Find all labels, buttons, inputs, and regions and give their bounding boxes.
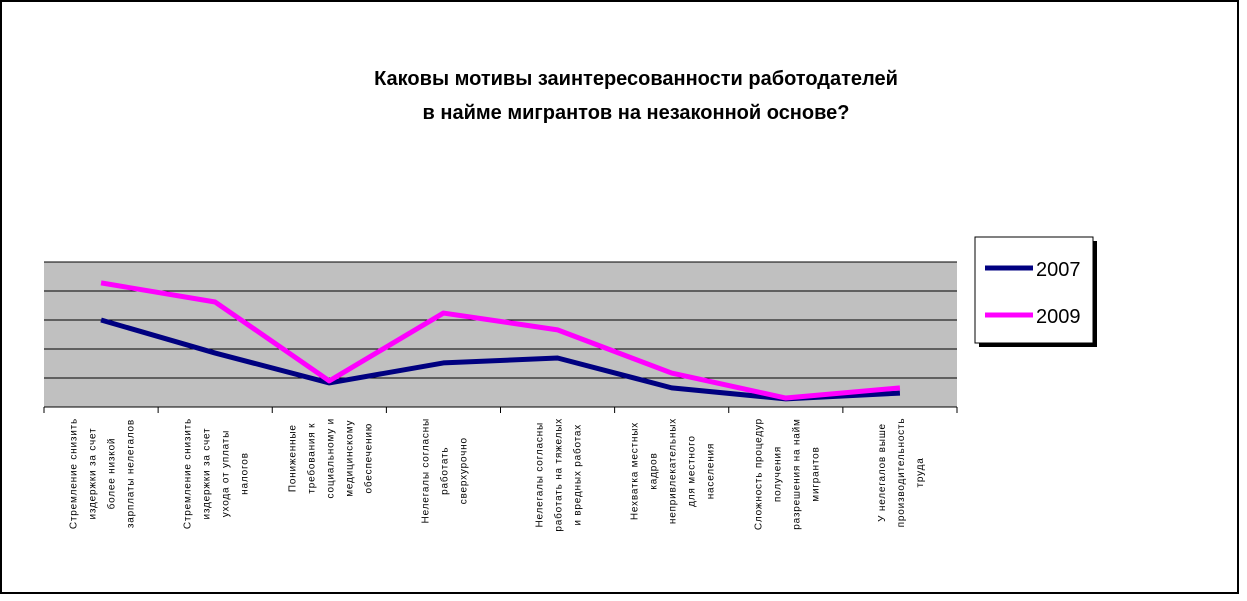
x-tick-label-line: требования к — [305, 423, 317, 494]
x-tick-label-line: Стремление снизить — [69, 418, 80, 529]
x-tick-label-line: труда — [915, 457, 926, 487]
x-tick-label-line: населения — [706, 443, 717, 499]
x-tick-label: Стремление снизить издержки за счет ухода … — [183, 418, 251, 529]
x-tick-label-line: ухода от уплаты — [221, 430, 232, 517]
x-tick-label-line: медицинскому — [344, 420, 355, 497]
x-tick-label: Нехватка местных кадров непривлекательных д… — [630, 418, 717, 524]
legend — [974, 236, 1094, 344]
x-tick-label-line: Пониженные — [287, 424, 298, 492]
x-tick-label-line: зарплаты нелегалов — [126, 419, 137, 528]
x-tick-label-line: обеспечению — [362, 423, 374, 494]
x-tick-label-line: издержки за счет — [88, 428, 99, 520]
series-line — [100, 280, 901, 401]
x-tick-label-line: У нелегалов выше — [877, 423, 888, 522]
legend-label: 2009 — [1036, 306, 1081, 328]
chart-title: в найме мигрантов на незаконной основе? — [423, 102, 850, 124]
x-tick-label-line: для местного — [687, 435, 698, 507]
x-tick-label-line: производительность — [896, 418, 907, 528]
legend-label: 2007 — [1036, 259, 1081, 281]
x-tick-label-line: работать — [438, 447, 450, 495]
x-tick-label: Стремление снизить издержки за счет более … — [69, 418, 137, 529]
x-tick-label: Сложность процедур получения разрешения на… — [753, 418, 821, 530]
x-tick-label-line: Нелегалы согласны — [535, 422, 546, 527]
x-tick-label-line: издержки за счет — [202, 428, 213, 520]
x-tick-label: У нелегалов выше производительность труда — [877, 418, 926, 528]
x-tick-label-line: кадров — [649, 452, 660, 489]
x-tick-label-line: Стремление снизить — [183, 418, 194, 529]
x-tick-label: Пониженные требования к социальному и медиц… — [287, 418, 374, 498]
x-tick-label-line: получения — [772, 446, 783, 502]
x-tick-label-line: и вредных работах — [572, 424, 584, 526]
x-tick-label-line: Сложность процедур — [753, 418, 764, 530]
x-tick-label: Нелегалы согласны работать на тяжелых и вр… — [535, 418, 584, 532]
x-tick-label-line: Нехватка местных — [630, 422, 641, 520]
x-tick-label-line: мигрантов — [810, 446, 821, 501]
x-tick-label-line: сверхурочно — [458, 437, 469, 504]
x-tick-label-line: социальному и — [325, 418, 336, 498]
series-line — [100, 317, 901, 402]
x-tick-label-line: разрешения на найм — [791, 418, 802, 529]
x-tick-label-line: налогов — [240, 452, 251, 495]
plot-area — [44, 262, 957, 407]
chart-title: Каковы мотивы заинтересованности работод… — [374, 68, 898, 90]
x-tick-label-line: работать на тяжелых — [553, 418, 565, 532]
x-tick-label: Нелегалы согласны работать сверхурочно — [420, 418, 469, 523]
x-tick-label-line: более низкой — [106, 438, 118, 510]
x-tick-label-line: непривлекательных — [668, 418, 679, 524]
x-tick-label-line: Нелегалы согласны — [420, 418, 431, 523]
